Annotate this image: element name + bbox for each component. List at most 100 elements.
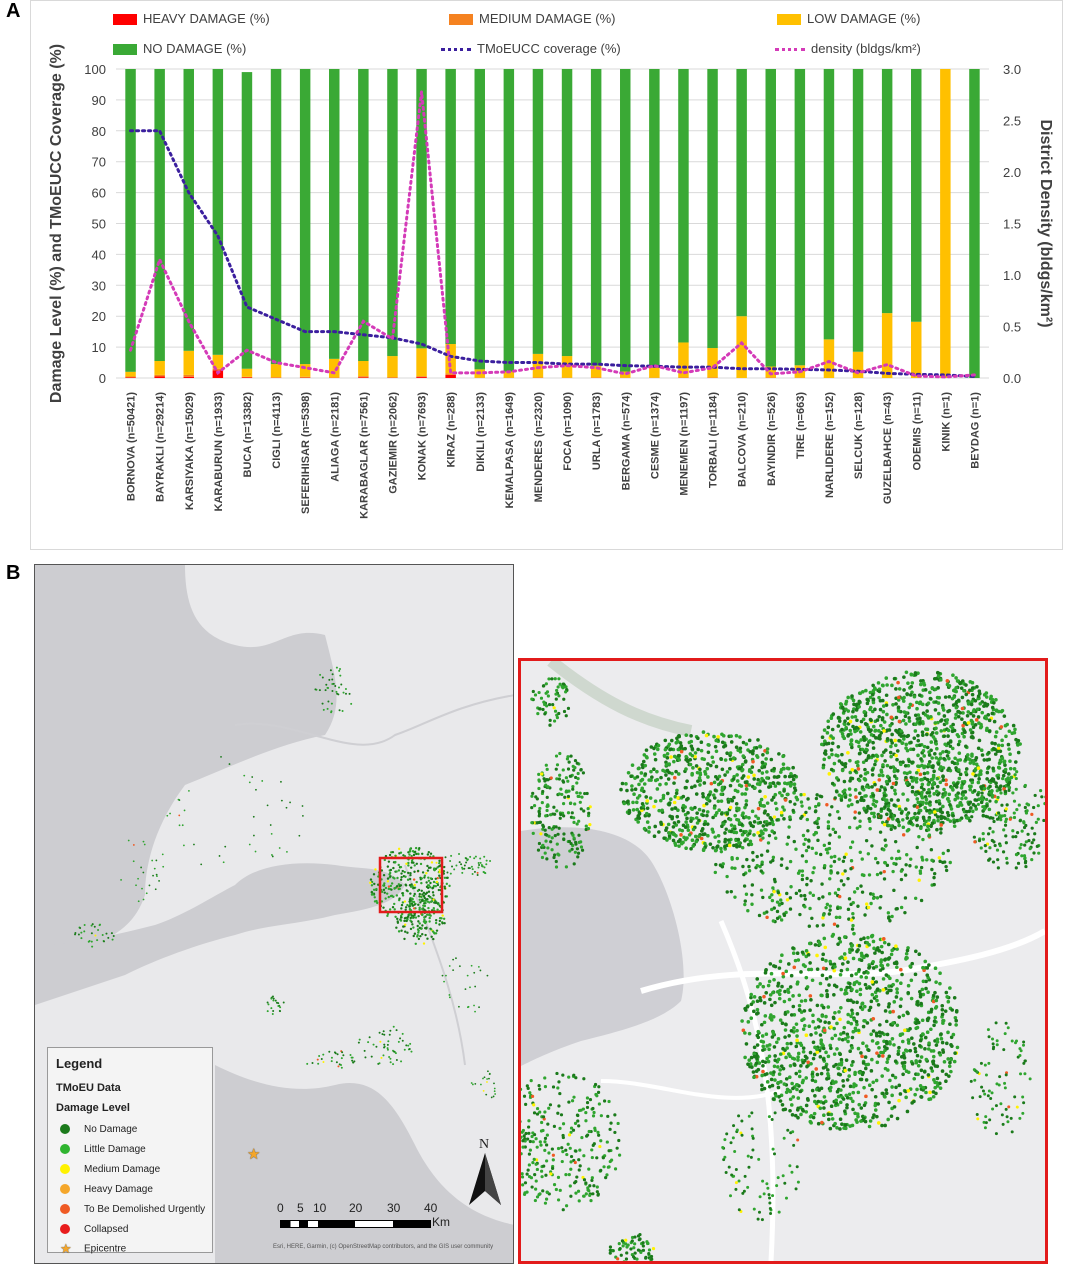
damage-point [905,956,909,960]
x-tick-label: BEYDAG (n=1) [969,392,981,469]
damage-point [530,1185,534,1189]
damage-point [830,781,835,786]
damage-point [431,886,435,889]
damage-point [761,831,765,836]
damage-point [941,1050,946,1054]
damage-point [725,770,730,774]
damage-point [576,777,580,781]
damage-point [697,807,702,812]
damage-point [155,859,158,862]
damage-point [424,926,427,930]
damage-point [621,1244,625,1248]
damage-point [285,806,288,809]
damage-point [413,864,416,867]
damage-point [937,799,941,803]
damage-point [341,1051,344,1054]
damage-point [572,1095,576,1099]
damage-point [544,839,548,843]
damage-point [848,950,852,955]
damage-point [728,805,733,810]
damage-point [742,872,746,877]
legend-heavy: HEAVY DAMAGE (%) [113,11,270,26]
damage-point [935,1084,940,1088]
damage-point [843,761,848,766]
damage-point [791,946,795,950]
damage-point [974,718,979,722]
damage-point [946,1030,950,1035]
damage-point [400,1060,403,1063]
damage-point [696,736,700,741]
damage-point [785,842,789,846]
damage-point [352,1061,355,1064]
damage-point [405,919,408,923]
damage-point [384,897,387,900]
damage-point [331,673,334,676]
bar-segment [445,69,456,345]
damage-point [805,1064,809,1069]
damage-point [871,976,876,981]
zoomed-map[interactable] [518,658,1048,1264]
damage-point [929,740,934,744]
damage-point [531,1131,535,1135]
damage-point [786,987,790,992]
damage-point [875,872,880,877]
damage-point [301,805,304,807]
damage-point [727,843,732,848]
damage-point [788,985,793,989]
damage-point [925,1030,930,1035]
damage-point [857,943,862,948]
damage-point [846,1020,851,1025]
damage-point [527,1131,531,1135]
damage-point [908,964,913,968]
damage-point [386,914,389,918]
damage-point [1003,770,1008,775]
damage-point [996,709,1001,714]
damage-point [893,738,898,743]
damage-point [861,735,866,740]
damage-point [473,971,476,974]
damage-point [935,792,940,797]
damage-point [877,773,882,778]
damage-point [541,1115,546,1119]
damage-point [756,816,761,821]
damage-point [826,1054,831,1059]
damage-point [895,729,900,734]
damage-point [627,810,632,815]
damage-point [843,935,847,939]
damage-point [884,802,888,806]
damage-point [368,1036,371,1039]
damage-point [558,773,562,777]
damage-point [494,1093,497,1095]
damage-point [815,793,819,797]
damage-point [412,907,416,910]
damage-point [980,710,985,715]
damage-point [378,1031,381,1034]
damage-point [796,1115,800,1120]
damage-point [543,1085,548,1089]
overview-map[interactable]: ★ Legend TMoEU Data Damage Level No Dama… [34,564,514,1264]
damage-point [155,873,158,876]
damage-point [850,1008,854,1013]
damage-point [813,1079,818,1084]
damage-point [854,725,859,730]
damage-point [570,1099,575,1103]
damage-point [554,825,558,829]
damage-point [907,716,911,720]
damage-point [874,1031,879,1036]
damage-point [938,1081,942,1086]
damage-point [960,796,964,801]
damage-point [848,719,853,724]
damage-point [526,1137,530,1141]
damage-point [384,854,388,858]
damage-point [301,814,304,817]
y-tick-label: 30 [92,278,106,293]
damage-point [103,940,106,943]
damage-point [711,846,715,850]
damage-point [764,819,769,824]
damage-point [838,1052,843,1057]
bar-segment [299,364,311,377]
damage-point [939,1036,944,1041]
damage-point [698,767,702,772]
damage-point [906,1070,911,1075]
damage-point [869,901,873,906]
